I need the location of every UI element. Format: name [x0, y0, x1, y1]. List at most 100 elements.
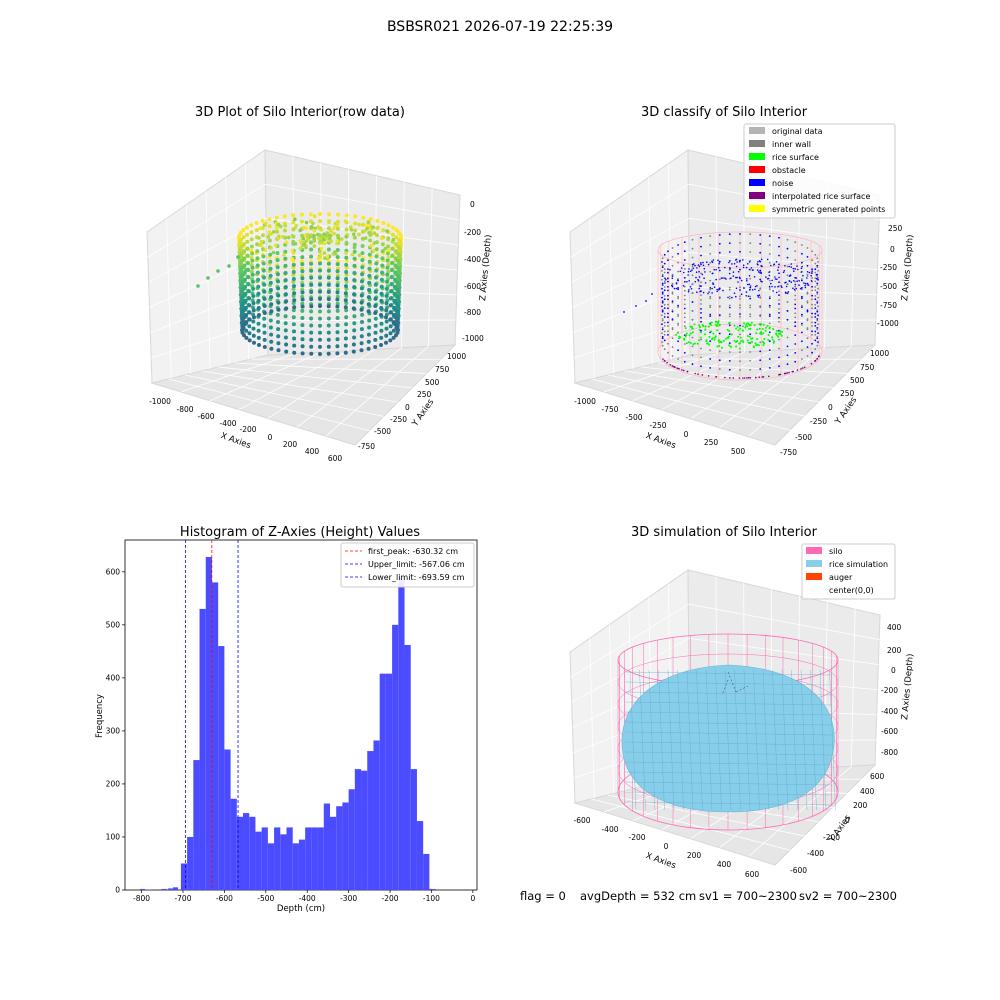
raw-point [256, 335, 261, 340]
raw-y-axis-label: Y Axies [410, 397, 437, 429]
raw-point [291, 220, 296, 225]
classify-point [677, 340, 679, 343]
classify-point [728, 306, 731, 309]
raw-point [384, 294, 389, 298]
classify-point [751, 341, 753, 343]
grid-line [689, 286, 880, 296]
classify-point [702, 261, 704, 264]
raw-point [385, 229, 389, 233]
classify-point [710, 330, 713, 333]
classify-x-tick: -750 [601, 405, 618, 414]
classify-point [691, 331, 694, 334]
raw-point [247, 331, 252, 336]
classify-point [784, 282, 786, 284]
classify-point [667, 280, 669, 283]
classify-point [806, 355, 809, 357]
raw-point [351, 232, 356, 237]
raw-point [373, 282, 378, 287]
classify-point [758, 294, 761, 297]
simulation-x-ticks: -600 -400 -200 0 200 400 600 [573, 816, 759, 879]
panel-classify: 3D classify of Silo Interior -1000 -750 … [569, 105, 916, 457]
classify-point [661, 318, 664, 320]
classify-point [778, 338, 780, 341]
classify-point [814, 307, 817, 309]
classify-point [739, 327, 742, 330]
classify-point [661, 328, 664, 331]
classify-point [661, 270, 663, 272]
raw-point [335, 316, 340, 320]
classify-point [691, 336, 694, 339]
raw-point [325, 254, 330, 259]
histogram-bar [205, 556, 212, 890]
raw-point [243, 277, 247, 282]
classify-point [801, 306, 803, 309]
classify-y-tick: -500 [795, 433, 812, 442]
raw-point [335, 248, 340, 252]
raw-point [283, 278, 288, 283]
classify-point [801, 304, 803, 307]
classify-point [794, 325, 797, 328]
classify-point [737, 270, 740, 273]
classify-point [814, 295, 817, 297]
classify-point [756, 263, 759, 265]
classify-point [747, 263, 749, 265]
raw-point [389, 275, 394, 280]
classify-point [762, 332, 765, 335]
classify-point [663, 268, 666, 271]
histogram-bar [317, 827, 324, 890]
classify-point [684, 335, 687, 338]
raw-point [294, 223, 299, 228]
classify-point [693, 323, 696, 326]
raw-point [379, 306, 384, 310]
figure-suptitle: BSBSR021 2026-07-19 22:25:39 [387, 19, 613, 35]
raw-point [254, 228, 259, 233]
classify-point [683, 338, 686, 341]
classify-point [754, 288, 756, 291]
raw-point [386, 223, 391, 228]
classify-point [777, 269, 779, 271]
classify-point [718, 266, 720, 269]
raw-point [385, 265, 390, 270]
raw-point [379, 328, 384, 333]
classify-point [806, 337, 809, 340]
raw-x-tick: 200 [283, 440, 298, 449]
classify-point [661, 278, 663, 281]
raw-point [318, 219, 322, 224]
raw-point [300, 219, 304, 224]
histogram-bar [379, 673, 386, 890]
grid-line [266, 286, 457, 296]
classify-z-tick: 0 [890, 245, 895, 254]
histogram-bar [236, 816, 244, 890]
classify-point [798, 280, 800, 282]
raw-point [249, 244, 254, 249]
classify-point [671, 346, 674, 348]
raw-point [256, 284, 261, 289]
classify-point [749, 233, 752, 236]
classify-point [801, 244, 803, 246]
raw-point [283, 335, 288, 340]
classify-point [728, 242, 731, 245]
raw-point [276, 236, 280, 241]
raw-point [300, 283, 305, 288]
raw-point [268, 266, 273, 271]
raw-point [352, 321, 357, 326]
classify-point [705, 340, 708, 343]
raw-point [388, 331, 393, 336]
classify-point [671, 292, 674, 295]
classify-point [800, 368, 802, 370]
classify-point [663, 330, 666, 333]
classify-point [735, 265, 738, 268]
rice-mesh-line [624, 781, 833, 786]
simulation-y-tick: 200 [853, 801, 868, 810]
classify-point [709, 367, 712, 369]
rice-mesh-line [762, 669, 770, 811]
grid-line [238, 350, 349, 410]
classify-point [694, 264, 696, 267]
classify-point [663, 312, 666, 315]
classify-point [772, 328, 775, 331]
grid-line [218, 366, 413, 389]
classify-point [816, 327, 819, 329]
raw-point [256, 291, 261, 296]
classify-point [692, 343, 695, 346]
raw-point [318, 275, 322, 280]
